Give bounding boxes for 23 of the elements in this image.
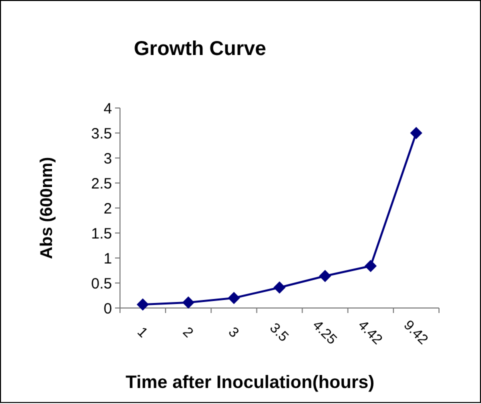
y-tick-label: 4	[104, 100, 112, 118]
point	[136, 298, 149, 311]
y-axis-title: Abs (600nm)	[37, 156, 56, 260]
y-tick-label: 1	[104, 250, 112, 268]
x-tick-label: 2	[180, 324, 197, 340]
x-tick-label: 3.5	[267, 319, 292, 345]
y-tick-label: 3	[104, 150, 112, 168]
y-tick-label: 1.5	[91, 225, 112, 242]
y-tick-label: 2.5	[91, 175, 112, 192]
point	[273, 281, 286, 294]
x-tick-label: 4.42	[355, 316, 386, 348]
point	[318, 270, 332, 282]
x-tick-label: 3	[226, 324, 243, 340]
x-tick-label: 4.25	[310, 316, 341, 348]
x-tick-label: 1	[134, 324, 152, 340]
y-tick-label: 2	[104, 200, 112, 218]
chart-title: Growth Curve	[134, 38, 266, 60]
y-tick-label: 0.5	[91, 275, 112, 292]
point	[364, 260, 377, 272]
y-tick-label: 3.5	[91, 125, 112, 142]
point	[410, 126, 422, 140]
y-tick-label: 0	[104, 300, 112, 318]
x-axis-title: Time after Inoculation(hours)	[126, 372, 374, 392]
